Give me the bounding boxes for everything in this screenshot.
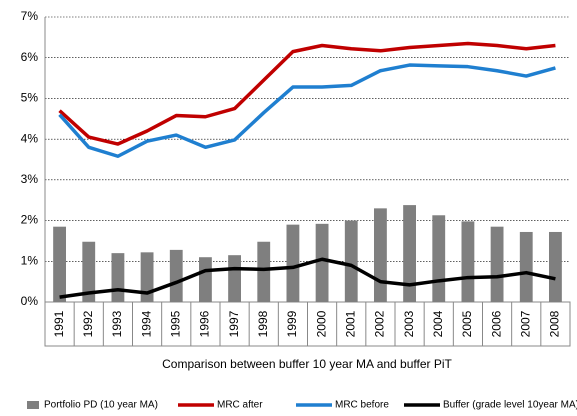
x-tick-label: 2007 [518, 310, 532, 337]
x-tick-label: 1999 [285, 310, 299, 337]
x-tick-label: 2003 [402, 310, 416, 337]
x-tick-label: 2005 [460, 310, 474, 337]
bar [374, 208, 387, 302]
bar [432, 215, 446, 302]
bar [169, 249, 183, 302]
y-tick-label: 6% [21, 50, 39, 64]
x-tick-label: 2000 [314, 310, 328, 337]
x-tick-label: 2008 [548, 310, 562, 337]
bar [549, 231, 562, 302]
bar [519, 231, 533, 302]
x-tick-label: 2002 [373, 310, 387, 337]
x-tick-label: 1993 [110, 310, 124, 337]
y-tick-label: 0% [21, 294, 39, 308]
bar [286, 224, 300, 302]
line [58, 41, 556, 146]
x-tick-label: 1996 [198, 310, 212, 337]
x-tick-label: 2001 [343, 310, 357, 337]
bar [490, 226, 504, 302]
bar [228, 255, 241, 302]
bar [199, 257, 212, 302]
bar [82, 241, 96, 302]
legend-swatch [27, 401, 39, 409]
bar [257, 241, 271, 302]
y-tick-label: 3% [21, 172, 39, 186]
y-tick-label: 4% [21, 131, 39, 145]
line [59, 257, 556, 299]
x-axis-title: Comparison between buffer 10 year MA and… [162, 357, 452, 371]
x-tick-label: 1998 [256, 310, 270, 337]
x-tick-label: 1992 [81, 310, 95, 337]
bar [53, 226, 66, 302]
x-tick-label: 1994 [139, 310, 153, 337]
legend-label: Buffer (grade level 10year MA) [443, 400, 577, 411]
legend-label: MRC before [335, 400, 389, 411]
x-tick-label: 2006 [489, 310, 503, 337]
y-tick-label: 2% [21, 213, 39, 227]
bar [461, 221, 475, 302]
x-tick-label: 1995 [168, 310, 182, 337]
bar [111, 253, 125, 302]
y-tick-label: 7% [21, 9, 39, 23]
bar [403, 205, 416, 302]
line [58, 63, 556, 158]
x-tick-label: 1997 [227, 310, 241, 337]
x-tick-label: 1991 [52, 310, 66, 337]
y-tick-label: 5% [21, 91, 39, 105]
y-tick-label: 1% [21, 253, 39, 267]
legend-label: MRC after [217, 400, 263, 411]
bar [344, 220, 358, 302]
bar [140, 252, 154, 302]
x-tick-label: 2004 [431, 310, 445, 337]
bar [315, 223, 329, 302]
legend-label: Portfolio PD (10 year MA) [44, 400, 158, 411]
